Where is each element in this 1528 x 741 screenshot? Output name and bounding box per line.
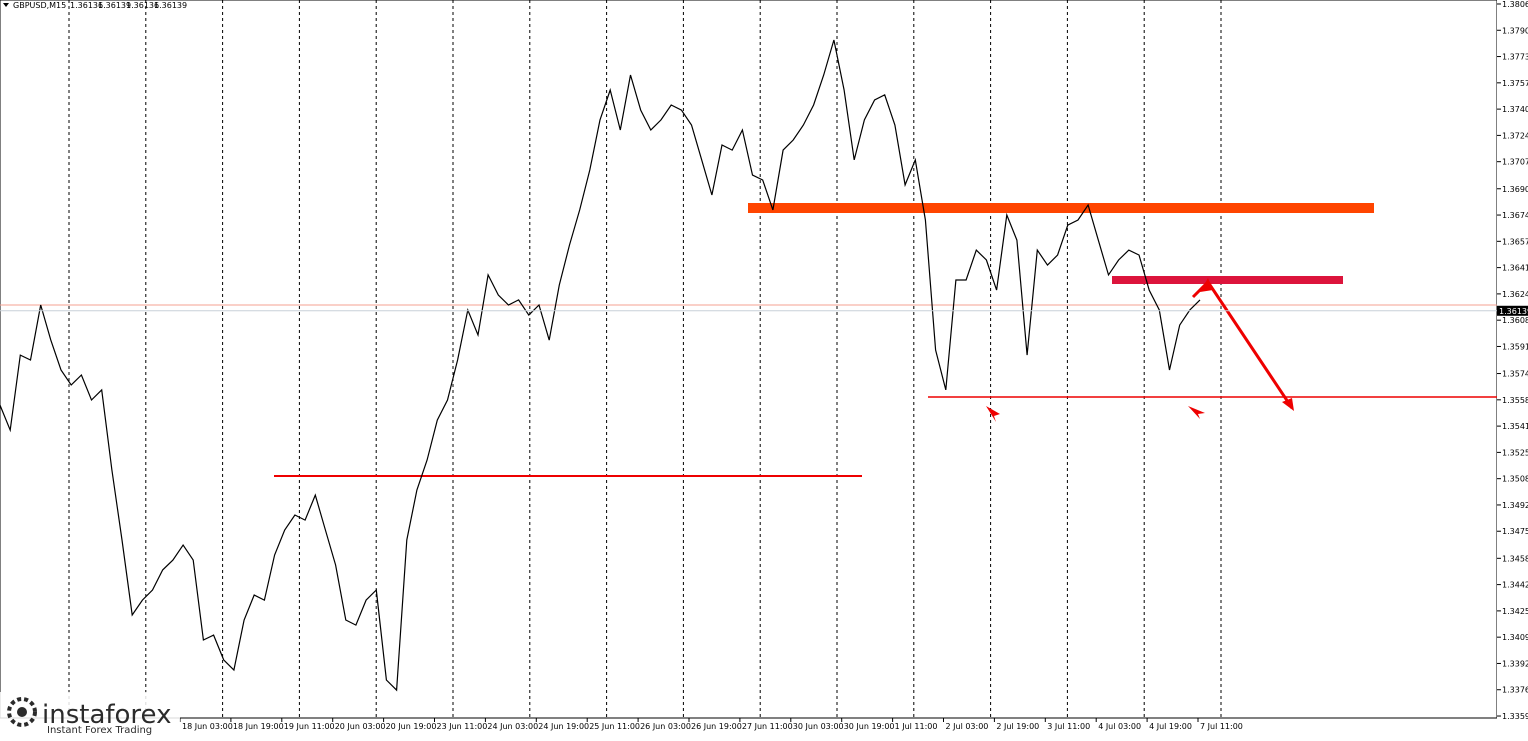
watermark-bg — [0, 692, 180, 737]
x-tick-label: 27 Jun 11:00 — [742, 722, 793, 731]
arrow-head — [1200, 278, 1213, 292]
bid-label-bg — [1497, 305, 1528, 316]
x-tick-label: 23 Jun 11:00 — [437, 722, 488, 731]
x-tick-label: 30 Jun 19:00 — [844, 722, 895, 731]
resistance-band — [1112, 276, 1343, 284]
x-tick-label: 26 Jun 03:00 — [640, 722, 691, 731]
y-tick-label: 1.36740 — [1502, 211, 1528, 220]
y-tick-label: 1.38065 — [1502, 0, 1528, 9]
y-tick-label: 1.37075 — [1502, 158, 1528, 167]
x-tick-label: 20 Jun 19:00 — [386, 722, 437, 731]
y-tick-label: 1.37240 — [1502, 131, 1528, 140]
y-tick-label: 1.37405 — [1502, 105, 1528, 114]
arrow-head — [1282, 398, 1294, 411]
y-tick-label: 1.35250 — [1502, 448, 1528, 457]
symbol-title: GBPUSD,M15 — [13, 1, 66, 10]
marker-arrow — [1188, 406, 1205, 419]
watermark-logo — [17, 707, 27, 717]
plot-frame — [0, 0, 1498, 719]
x-tick-label: 2 Jul 03:00 — [946, 722, 989, 731]
marker-arrow — [986, 406, 1000, 422]
x-tick-label: 4 Jul 19:00 — [1149, 722, 1192, 731]
ohlc-value: 1.36136 — [126, 1, 159, 10]
menu-icon — [3, 3, 9, 7]
y-tick-label: 1.34420 — [1502, 581, 1528, 590]
x-tick-label: 2 Jul 19:00 — [996, 722, 1039, 731]
x-tick-label: 18 Jun 19:00 — [233, 722, 284, 731]
y-tick-label: 1.35415 — [1502, 422, 1528, 431]
y-tick-label: 1.37900 — [1502, 26, 1528, 35]
x-tick-label: 20 Jun 03:00 — [335, 722, 386, 731]
watermark: instaforex Instant Forex Trading — [0, 692, 180, 737]
x-tick-label: 4 Jul 03:00 — [1098, 722, 1141, 731]
y-tick-label: 1.34255 — [1502, 607, 1528, 616]
ohlc-value: 1.36139 — [98, 1, 131, 10]
y-tick-label: 1.35915 — [1502, 342, 1528, 351]
y-tick-label: 1.36905 — [1502, 185, 1528, 194]
watermark-logo — [7, 697, 37, 727]
y-tick-label: 1.34755 — [1502, 527, 1528, 536]
x-tick-label: 18 Jun 03:00 — [182, 722, 233, 731]
y-tick-label: 1.33760 — [1502, 686, 1528, 695]
y-tick-label: 1.33595 — [1502, 712, 1528, 721]
x-tick-label: 24 Jun 19:00 — [538, 722, 589, 731]
x-tick-label: 25 Jun 11:00 — [589, 722, 640, 731]
x-tick-label: 26 Jun 19:00 — [691, 722, 742, 731]
y-tick-label: 1.35085 — [1502, 475, 1528, 484]
price-line — [0, 39, 1201, 692]
y-tick-label: 1.37735 — [1502, 53, 1528, 62]
y-tick-label: 1.36245 — [1502, 290, 1528, 299]
ohlc-value: 1.36136 — [70, 1, 103, 10]
x-tick-label: 3 Jul 11:00 — [1047, 722, 1090, 731]
y-tick-label: 1.3757 — [1502, 79, 1528, 88]
y-tick-label: 1.34585 — [1502, 554, 1528, 563]
x-tick-label: 30 Jun 03:00 — [793, 722, 844, 731]
price-axis — [1497, 0, 1528, 737]
x-tick-label: 7 Jul 11:00 — [1200, 722, 1243, 731]
y-tick-label: 1.34920 — [1502, 501, 1528, 510]
y-tick-label: 1.36575 — [1502, 237, 1528, 246]
watermark-tagline: Instant Forex Trading — [47, 725, 152, 736]
y-tick-label: 1.34090 — [1502, 633, 1528, 642]
x-tick-label: 24 Jun 03:00 — [487, 722, 538, 731]
bid-label: 1.36139 — [1499, 307, 1528, 316]
y-tick-label: 1.36080 — [1502, 316, 1528, 325]
y-tick-label: 1.33925 — [1502, 659, 1528, 668]
y-tick-label: 1.36410 — [1502, 264, 1528, 273]
y-tick-label: 1.35580 — [1502, 396, 1528, 405]
x-tick-label: 19 Jun 11:00 — [284, 722, 335, 731]
ohlc-value: 1.36139 — [154, 1, 187, 10]
resistance-band — [748, 203, 1374, 213]
y-tick-label: 1.35745 — [1502, 370, 1528, 379]
watermark-brand: instaforex — [42, 700, 171, 730]
x-tick-label: 1 Jul 11:00 — [895, 722, 938, 731]
